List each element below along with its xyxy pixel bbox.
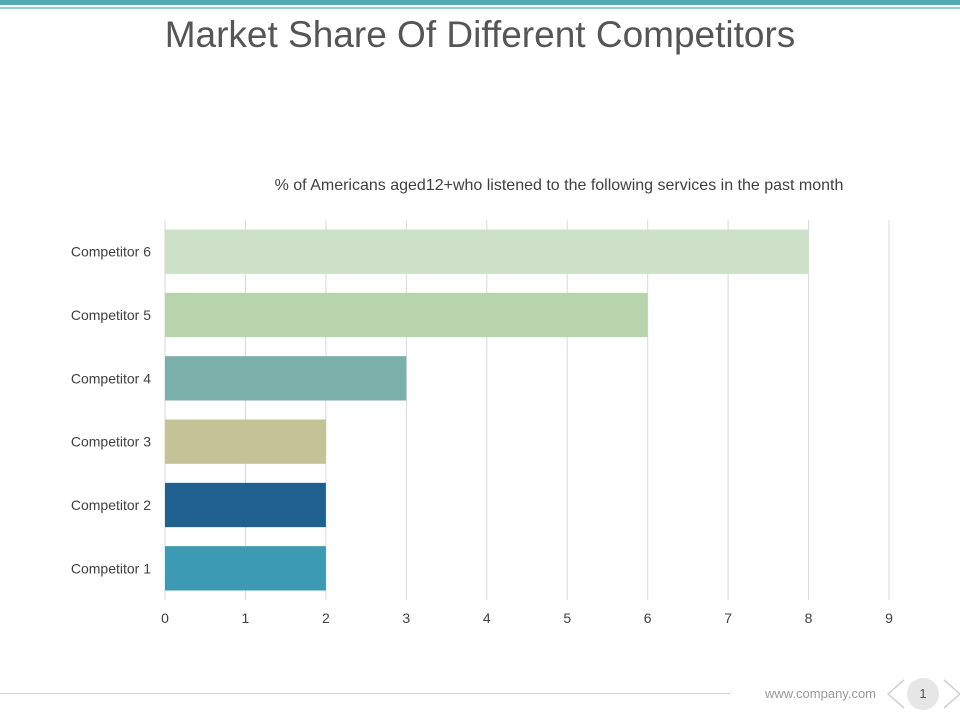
category-label: Competitor 5 xyxy=(71,307,151,323)
category-label: Competitor 2 xyxy=(71,497,151,513)
x-tick-label: 9 xyxy=(885,610,893,626)
bar xyxy=(165,419,326,464)
grid-lines xyxy=(164,220,890,600)
chart-title: % of Americans aged12+who listened to th… xyxy=(275,177,844,194)
x-tick-label: 6 xyxy=(644,610,652,626)
slide-title: Market Share Of Different Competitors xyxy=(164,14,796,55)
bar-chart: % of Americans aged12+who listened to th… xyxy=(71,177,893,626)
category-label: Competitor 3 xyxy=(71,434,151,450)
category-labels: Competitor 6 Competitor 5 Competitor 4 Comp… xyxy=(71,244,151,577)
category-label: Competitor 4 xyxy=(71,370,151,386)
x-tick-label: 7 xyxy=(724,610,732,626)
bar xyxy=(165,546,326,591)
x-tick-label: 5 xyxy=(563,610,571,626)
chevron-left-icon xyxy=(886,679,905,709)
footer-divider xyxy=(0,693,730,694)
top-accent-line xyxy=(0,7,960,9)
bar xyxy=(165,292,648,338)
category-label: Competitor 1 xyxy=(71,560,151,576)
x-tick-label: 8 xyxy=(805,610,813,626)
x-tick-label: 3 xyxy=(402,610,410,626)
x-axis-ticks: 0 1 2 3 4 5 6 7 8 9 xyxy=(161,610,893,626)
bar xyxy=(165,482,326,528)
x-tick-label: 0 xyxy=(161,610,169,626)
x-tick-label: 1 xyxy=(242,610,250,626)
bar xyxy=(165,229,809,274)
category-label: Competitor 6 xyxy=(71,244,151,260)
bars xyxy=(165,229,809,591)
x-tick-label: 2 xyxy=(322,610,330,626)
x-tick-label: 4 xyxy=(483,610,491,626)
footer-url: www.company.com xyxy=(764,686,876,701)
top-accent-bar xyxy=(0,0,960,5)
chevron-right-icon xyxy=(943,679,960,709)
page-number: 1 xyxy=(907,678,939,710)
page-indicator xyxy=(886,679,960,709)
bar xyxy=(165,356,407,401)
